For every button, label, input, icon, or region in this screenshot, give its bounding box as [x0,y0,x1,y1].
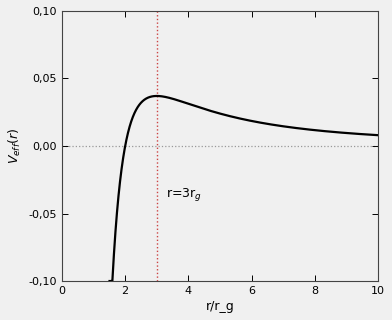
Text: r=3r$_g$: r=3r$_g$ [166,187,202,204]
Y-axis label: $V_{eff}(r)$: $V_{eff}(r)$ [7,128,23,164]
X-axis label: r/r_g: r/r_g [206,300,234,313]
